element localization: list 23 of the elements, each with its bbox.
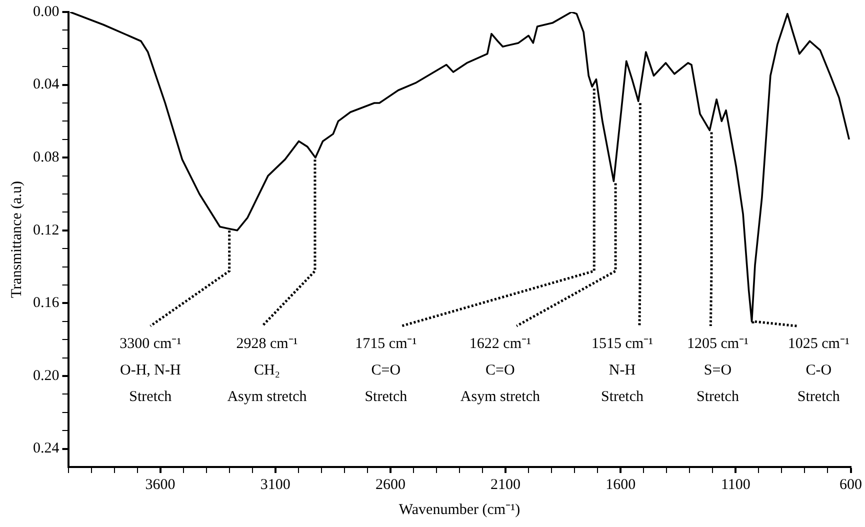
annotation: 1715 cm⁻¹ C=O Stretch	[355, 336, 417, 405]
x-tick-label: 2600	[375, 476, 406, 493]
x-tick-label: 1600	[606, 476, 636, 493]
y-tick-label: 0.12	[33, 222, 60, 238]
y-tick-label: 0.00	[33, 4, 60, 20]
annotation: 2928 cm⁻¹ CH₂ Asym stretch	[227, 336, 308, 405]
y-tick-label: 0.20	[33, 368, 60, 384]
annotation: 1622 cm⁻¹ C=O Asym stretch	[460, 336, 540, 405]
x-tick-label: 2100	[490, 476, 521, 493]
x-tick-label: 1100	[720, 476, 750, 493]
y-tick-label: 0.04	[33, 76, 60, 93]
annotation: 1515 cm⁻¹ N-H Stretch	[591, 336, 654, 405]
x-tick-label: 3100	[260, 476, 290, 493]
y-tick-label: 0.16	[33, 295, 60, 312]
x-tick-label: 600	[840, 476, 862, 493]
y-tick-label: 0.24	[33, 440, 60, 457]
annotation: 1205 cm⁻¹ S=O Stretch	[686, 336, 749, 405]
x-axis-title: Wavenumber (cm⁻¹)	[398, 502, 520, 518]
y-axis-title: Transmittance (a.u)	[8, 181, 25, 298]
y-tick-label: 0.08	[33, 150, 60, 166]
annotation: 3300 cm⁻¹ O-H, N-H Stretch	[120, 336, 182, 405]
x-tick-label: 3600	[145, 476, 176, 493]
annotation: 1025 cm⁻¹ C-O Stretch	[788, 336, 850, 405]
